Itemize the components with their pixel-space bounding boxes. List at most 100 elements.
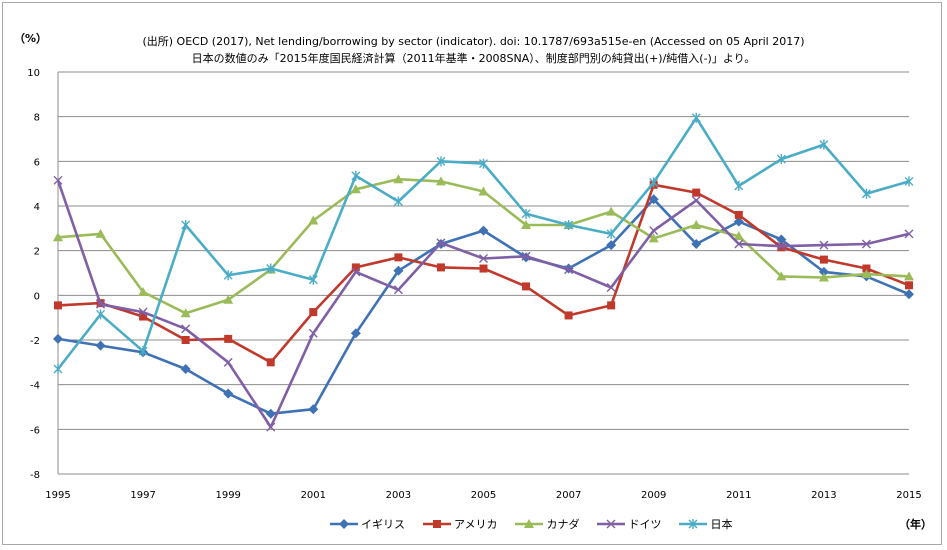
data-point-2 bbox=[648, 233, 659, 243]
legend-label: ドイツ bbox=[628, 518, 662, 531]
data-point-3 bbox=[436, 238, 446, 248]
data-point-4 bbox=[138, 346, 148, 357]
data-point-0 bbox=[691, 238, 702, 249]
data-point-3 bbox=[776, 241, 786, 251]
y-tick-label: -6 bbox=[30, 425, 40, 436]
data-point-2 bbox=[180, 308, 191, 318]
legend-label: アメリカ bbox=[454, 518, 498, 531]
x-tick-label: 1995 bbox=[45, 490, 70, 501]
legend-item: イギリス bbox=[330, 516, 405, 532]
y-tick-label: 8 bbox=[34, 113, 40, 124]
data-point-4 bbox=[96, 309, 106, 320]
data-point-4 bbox=[649, 177, 659, 188]
data-point-4 bbox=[53, 364, 63, 375]
series-line-3 bbox=[56, 179, 910, 429]
data-point-2 bbox=[861, 269, 872, 279]
legend-item: カナダ bbox=[515, 516, 579, 532]
data-point-4 bbox=[819, 139, 829, 150]
data-point-1 bbox=[819, 255, 828, 264]
data-point-4 bbox=[521, 208, 531, 219]
data-point-2 bbox=[53, 232, 63, 242]
data-point-3 bbox=[649, 226, 659, 236]
data-point-1 bbox=[862, 264, 871, 273]
legend-swatch bbox=[679, 519, 708, 529]
legend-swatch-marker bbox=[433, 520, 441, 528]
legend-item: 日本 bbox=[679, 516, 732, 532]
data-point-1 bbox=[224, 334, 233, 343]
data-point-0 bbox=[265, 408, 276, 419]
legend-item: アメリカ bbox=[423, 516, 497, 532]
data-point-1 bbox=[351, 263, 360, 272]
data-point-2 bbox=[776, 271, 787, 281]
data-point-4 bbox=[564, 219, 574, 230]
data-point-0 bbox=[478, 225, 489, 236]
data-point-3 bbox=[606, 283, 616, 293]
legend-swatch-marker bbox=[606, 519, 616, 529]
data-point-1 bbox=[734, 210, 743, 219]
x-tick-label: 2001 bbox=[301, 490, 326, 501]
data-point-3 bbox=[266, 422, 276, 432]
legend-swatch bbox=[597, 519, 626, 529]
data-point-2 bbox=[223, 294, 234, 304]
data-point-2 bbox=[606, 206, 617, 216]
data-point-1 bbox=[607, 301, 616, 310]
x-tick-label: 2015 bbox=[896, 490, 921, 501]
data-point-3 bbox=[393, 285, 403, 295]
data-point-3 bbox=[734, 239, 744, 249]
legend-label: イギリス bbox=[361, 518, 405, 531]
data-point-0 bbox=[180, 364, 191, 375]
y-axis-unit: （%） bbox=[14, 32, 48, 45]
x-tick-label: 2011 bbox=[726, 490, 751, 501]
legend: イギリス アメリカ カナダ ドイツ 日本 bbox=[330, 516, 732, 532]
chart-frame bbox=[2, 2, 942, 545]
data-point-2 bbox=[904, 271, 914, 281]
data-point-3 bbox=[861, 239, 871, 249]
data-point-4 bbox=[308, 274, 318, 285]
legend-swatch-marker bbox=[524, 519, 535, 528]
x-tick-label: 1997 bbox=[130, 490, 155, 501]
data-point-3 bbox=[904, 229, 914, 239]
legend-swatch bbox=[423, 520, 451, 528]
japan-source-note: 日本の数値のみ「2015年度国民経済計算（2011年基準・2008SNA）、制度… bbox=[191, 52, 756, 65]
data-point-2 bbox=[350, 184, 361, 194]
legend-swatch bbox=[330, 519, 358, 529]
data-point-4 bbox=[606, 228, 616, 239]
data-point-1 bbox=[266, 358, 275, 367]
data-point-4 bbox=[266, 263, 276, 274]
y-tick-label: 0 bbox=[34, 291, 40, 302]
data-point-0 bbox=[95, 340, 106, 351]
data-point-3 bbox=[138, 307, 148, 317]
x-tick-label: 2005 bbox=[471, 490, 496, 501]
y-tick-label: -8 bbox=[30, 470, 40, 481]
data-point-2 bbox=[393, 174, 404, 184]
data-point-2 bbox=[478, 186, 489, 196]
data-point-1 bbox=[394, 253, 403, 262]
data-point-3 bbox=[819, 240, 829, 250]
data-point-0 bbox=[393, 265, 404, 276]
data-point-4 bbox=[904, 176, 914, 187]
source-note: (出所) OECD (2017), Net lending/borrowing … bbox=[142, 35, 805, 48]
x-tick-label: 2013 bbox=[811, 490, 836, 501]
data-point-0 bbox=[648, 194, 659, 205]
data-point-4 bbox=[691, 112, 701, 123]
legend-swatch bbox=[515, 519, 544, 528]
data-point-1 bbox=[54, 301, 62, 310]
data-point-1 bbox=[309, 308, 318, 317]
data-point-3 bbox=[96, 299, 106, 309]
data-point-4 bbox=[436, 156, 446, 167]
data-point-2 bbox=[308, 215, 319, 225]
legend-label: カナダ bbox=[546, 518, 580, 531]
y-tick-label: 4 bbox=[34, 202, 40, 213]
data-point-3 bbox=[691, 195, 701, 205]
y-tick-label: 2 bbox=[34, 247, 40, 258]
data-point-4 bbox=[776, 154, 786, 165]
y-tick-label: 6 bbox=[34, 157, 40, 168]
data-point-4 bbox=[393, 196, 403, 207]
data-point-3 bbox=[223, 357, 233, 367]
data-point-2 bbox=[521, 219, 532, 229]
y-tick-label: -2 bbox=[30, 336, 40, 347]
data-point-1 bbox=[181, 336, 190, 344]
data-point-1 bbox=[692, 188, 701, 197]
data-point-1 bbox=[564, 311, 573, 320]
